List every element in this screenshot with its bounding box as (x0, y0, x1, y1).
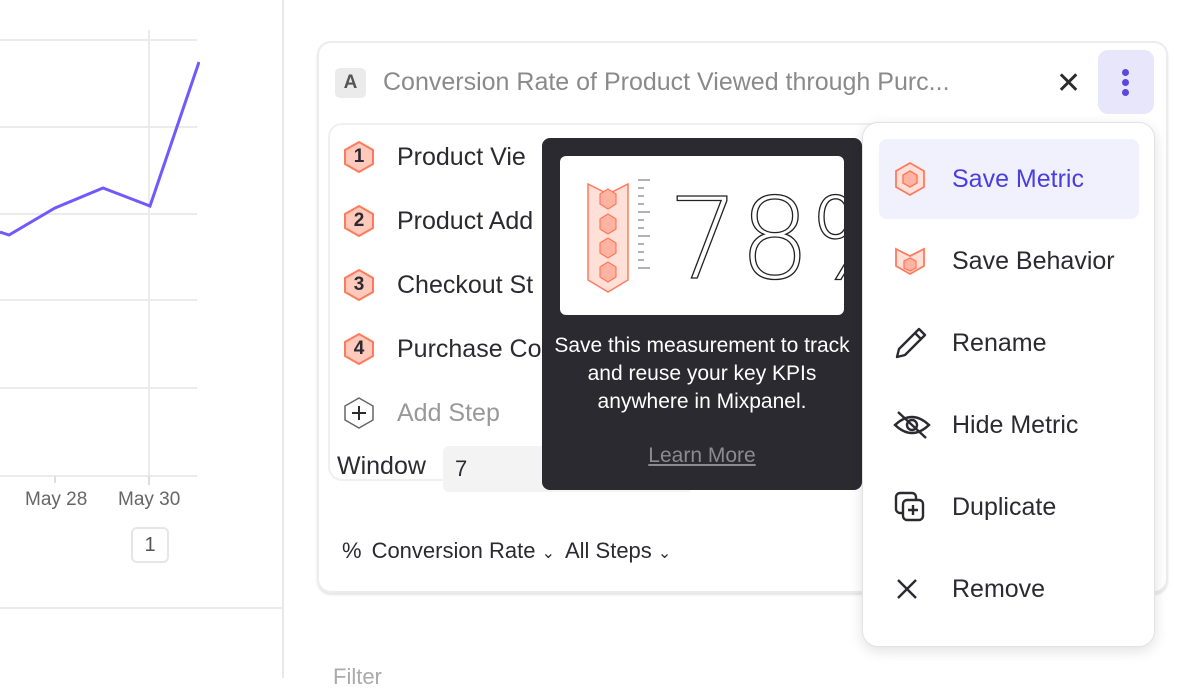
divider (0, 607, 283, 609)
x-icon (897, 579, 917, 599)
window-label: Window (337, 452, 426, 480)
save-metric-tooltip: 78% Save this measurement to track and r… (542, 138, 918, 490)
menu-label: Duplicate (952, 492, 1057, 521)
metric-options-menu: Save Metric Save Behavior Rename Hide Me… (862, 122, 1155, 647)
menu-label: Save Behavior (952, 246, 1115, 275)
duplicate-icon (894, 491, 925, 522)
step-number-icon: 4 (343, 332, 375, 366)
steps-dropdown[interactable]: All Steps ⌄ (565, 538, 671, 564)
eye-off-icon (893, 411, 931, 439)
menu-label: Save Metric (952, 164, 1084, 193)
page-badge[interactable]: 1 (131, 527, 169, 563)
funnel-step[interactable]: 1 Product Vie (343, 140, 526, 174)
tooltip-text: Save this measurement to track and reuse… (554, 334, 850, 413)
measure-label: Conversion Rate (371, 538, 536, 563)
step-number-icon: 3 (343, 268, 375, 302)
more-options-button[interactable] (1098, 50, 1154, 114)
menu-item-rename[interactable]: Rename (879, 303, 1139, 383)
menu-item-remove[interactable]: Remove (879, 549, 1139, 629)
step-number-icon: 2 (343, 204, 375, 238)
menu-item-save-behavior[interactable]: Save Behavior (879, 221, 1139, 301)
hover-line (148, 30, 150, 476)
metric-letter-badge: A (335, 68, 366, 98)
learn-more-link[interactable]: Learn More (648, 444, 756, 467)
step-number-icon: 1 (343, 140, 375, 174)
chevron-down-icon: ⌄ (657, 545, 672, 562)
tick (148, 476, 150, 485)
menu-label: Remove (952, 574, 1046, 603)
measure-dropdown[interactable]: Conversion Rate ⌄ (372, 538, 555, 564)
x-tick-label: May 28 (25, 489, 88, 510)
chart-panel: May 28 May 30 1 (0, 0, 284, 678)
step-label: Checkout St (397, 270, 534, 299)
add-step-label: Add Step (397, 398, 500, 427)
big-value: 78% (668, 175, 844, 305)
metric-card (317, 41, 1168, 593)
menu-item-duplicate[interactable]: Duplicate (879, 467, 1139, 547)
x-tick-label: May 30 (118, 489, 181, 510)
step-label: Product Add (397, 206, 534, 235)
menu-item-save-metric[interactable]: Save Metric (879, 139, 1139, 219)
gridline (0, 213, 197, 215)
tick (54, 476, 56, 483)
plus-hex-icon (344, 397, 374, 429)
menu-item-hide-metric[interactable]: Hide Metric (879, 385, 1139, 465)
filter-heading: Filter (333, 664, 382, 689)
metric-illustration: 78% (560, 156, 918, 315)
funnel-step[interactable]: 3 Checkout St (343, 268, 533, 302)
x-axis (0, 475, 197, 477)
gridline (0, 39, 197, 41)
hexagon-metric-icon (895, 161, 925, 197)
menu-label: Hide Metric (952, 410, 1079, 439)
metric-title[interactable]: Conversion Rate of Product Viewed throug… (383, 68, 950, 96)
step-label: Purchase Co (397, 334, 542, 363)
gridline (0, 126, 197, 128)
gridline (0, 299, 197, 301)
funnel-step[interactable]: 4 Purchase Co (343, 332, 542, 366)
chart-line (0, 61, 200, 237)
pencil-icon (895, 327, 927, 359)
menu-label: Rename (952, 328, 1047, 357)
percent-icon: % (342, 538, 362, 563)
step-label: Product Vie (397, 142, 526, 171)
funnel-step[interactable]: 2 Product Add (343, 204, 533, 238)
close-icon[interactable]: ✕ (1056, 67, 1082, 100)
behavior-icon (895, 247, 925, 276)
gridline (0, 387, 197, 389)
steps-label: All Steps (564, 538, 652, 563)
add-step-button[interactable]: Add Step (343, 396, 500, 430)
chevron-down-icon: ⌄ (541, 545, 555, 562)
measure-row: % Conversion Rate ⌄ All Steps ⌄ (342, 538, 671, 564)
series-line (0, 61, 200, 237)
